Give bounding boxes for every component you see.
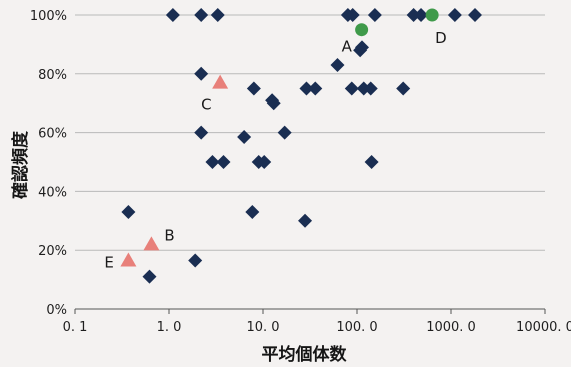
data-point-triangle-c	[212, 74, 229, 89]
data-point-diamond	[298, 213, 313, 228]
data-point-diamond	[121, 204, 136, 219]
data-point-diamond	[396, 81, 411, 96]
data-point-diamond	[210, 8, 225, 22]
data-point-diamond	[447, 8, 462, 22]
data-point-diamond	[344, 81, 359, 96]
data-point-diamond	[364, 155, 379, 169]
data-point-diamond	[367, 8, 382, 22]
grid-lines	[75, 14, 545, 251]
annotation-label-e: E	[104, 253, 113, 271]
data-point-circle-a	[355, 23, 369, 37]
data-point-diamond	[205, 155, 220, 169]
data-point-diamond	[406, 8, 421, 22]
x-tick-label: 1. 0	[157, 320, 182, 335]
y-tick-label: 20%	[38, 244, 67, 259]
data-point-triangle-b	[143, 236, 160, 251]
data-point-diamond	[345, 8, 360, 22]
x-tick-label: 10000. 0	[516, 320, 571, 335]
y-tick-label: 40%	[38, 185, 67, 200]
x-tick-label: 10. 0	[246, 320, 279, 335]
y-tick-label: 100%	[30, 9, 67, 24]
data-point-diamond	[165, 8, 180, 22]
x-tick-label: 1000. 0	[426, 320, 476, 335]
tick-labels: 0% 20% 40% 60% 80% 100% 0. 1 1. 0 10. 0 100. 0 100…	[30, 9, 571, 335]
point-annotations: E B C A D	[104, 29, 446, 271]
data-point-diamond	[194, 125, 209, 140]
data-point-diamond	[266, 96, 281, 111]
data-point-diamond	[216, 155, 231, 169]
data-point-diamond	[237, 130, 252, 145]
data-point-circle-d	[425, 8, 439, 22]
data-point-diamond	[194, 66, 209, 81]
axes	[74, 308, 546, 314]
data-point-diamond	[257, 155, 272, 169]
y-tick-label: 60%	[38, 127, 67, 142]
data-point-diamond	[245, 204, 260, 219]
y-tick-label: 80%	[38, 68, 67, 83]
x-axis-title: 平均個体数	[262, 344, 348, 365]
data-point-diamond	[188, 253, 203, 268]
data-point-diamond	[414, 8, 429, 22]
data-point-diamond	[363, 81, 378, 96]
data-point-diamond	[308, 81, 323, 96]
data-point-diamond	[277, 125, 292, 140]
x-tick-label: 100. 0	[336, 320, 377, 335]
data-points	[120, 8, 482, 284]
data-point-diamond	[354, 40, 369, 55]
data-point-diamond	[194, 8, 209, 22]
data-point-diamond	[299, 81, 314, 96]
data-point-diamond	[467, 8, 482, 22]
annotation-label-d: D	[435, 29, 447, 47]
data-point-diamond	[330, 57, 345, 72]
data-point-diamond	[246, 81, 261, 96]
annotation-label-b: B	[164, 226, 174, 244]
annotation-label-a: A	[342, 38, 353, 56]
y-tick-label: 0%	[46, 303, 67, 318]
annotation-label-c: C	[201, 96, 211, 114]
x-tick-label: 0. 1	[63, 320, 88, 335]
y-axis-title: 確認頻度	[10, 130, 31, 199]
data-point-triangle-e	[120, 252, 137, 267]
data-point-diamond	[142, 269, 157, 284]
